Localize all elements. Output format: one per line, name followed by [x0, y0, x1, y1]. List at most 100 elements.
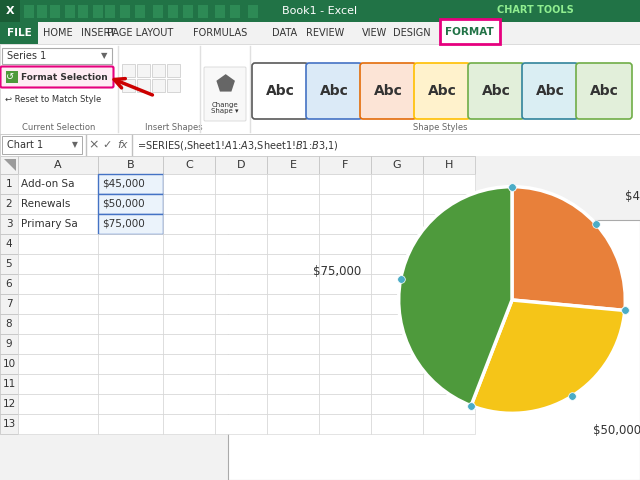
Bar [163, 414, 215, 434]
Text: A: A [54, 160, 62, 170]
Bar [267, 294, 319, 314]
FancyBboxPatch shape [204, 67, 246, 121]
Bar [371, 194, 423, 214]
Text: ↺: ↺ [6, 72, 14, 82]
Bar [215, 394, 267, 414]
Text: DATA: DATA [273, 28, 298, 38]
Bar [163, 374, 215, 394]
Bar [267, 394, 319, 414]
Bar [371, 156, 423, 174]
Text: ×: × [89, 139, 99, 152]
Text: PAGE LAYOUT: PAGE LAYOUT [107, 28, 173, 38]
Bar [319, 254, 371, 274]
Bar [163, 394, 215, 414]
Bar [0, 0, 20, 22]
Bar [0, 156, 18, 174]
Bar [122, 79, 135, 92]
Text: 6: 6 [6, 279, 12, 289]
Text: FORMAT: FORMAT [445, 27, 493, 37]
Text: ⬟: ⬟ [215, 75, 235, 95]
Bar [248, 5, 258, 18]
Text: Insert Shapes: Insert Shapes [145, 123, 203, 132]
Bar [371, 234, 423, 254]
Bar [0, 274, 18, 294]
Text: 13: 13 [3, 419, 15, 429]
Bar [98, 314, 163, 334]
Bar [0, 354, 18, 374]
Text: Abc: Abc [374, 84, 403, 98]
Bar [228, 220, 640, 480]
Bar [0, 194, 18, 214]
Bar [0, 414, 18, 434]
Bar [163, 334, 215, 354]
Text: 10: 10 [3, 359, 15, 369]
FancyBboxPatch shape [306, 63, 362, 119]
FancyBboxPatch shape [252, 63, 308, 119]
Bar [0, 214, 18, 234]
Text: Primary Sa: Primary Sa [21, 219, 77, 229]
Text: X: X [6, 6, 14, 16]
Bar [215, 194, 267, 214]
Bar [215, 274, 267, 294]
Bar [319, 194, 371, 214]
Text: 8: 8 [6, 319, 12, 329]
Bar [215, 174, 267, 194]
Bar [0, 234, 18, 254]
Bar [267, 174, 319, 194]
Text: 5: 5 [6, 259, 12, 269]
Bar [2, 136, 82, 154]
Bar [319, 156, 371, 174]
Bar [267, 156, 319, 174]
Bar [423, 414, 475, 434]
Bar [18, 214, 98, 234]
Bar [319, 234, 371, 254]
Bar [423, 234, 475, 254]
Text: C: C [185, 160, 193, 170]
Bar [98, 234, 163, 254]
Bar [0, 156, 640, 174]
Bar [319, 374, 371, 394]
Text: 11: 11 [3, 379, 15, 389]
Text: D: D [237, 160, 245, 170]
Text: ▼: ▼ [72, 141, 78, 149]
Text: Change
Shape ▾: Change Shape ▾ [211, 101, 239, 115]
Text: Abc: Abc [589, 84, 618, 98]
Text: Abc: Abc [536, 84, 564, 98]
Bar [18, 414, 98, 434]
Text: E: E [289, 160, 296, 170]
Bar [215, 374, 267, 394]
Bar [98, 414, 163, 434]
Bar [215, 254, 267, 274]
Bar [163, 234, 215, 254]
Bar [423, 374, 475, 394]
Bar [423, 394, 475, 414]
Text: Add-on Sa: Add-on Sa [21, 179, 74, 189]
Text: Format Selection: Format Selection [21, 72, 108, 82]
Bar [0, 394, 18, 414]
Bar [37, 5, 47, 18]
Bar [215, 294, 267, 314]
Bar [24, 5, 34, 18]
Bar [0, 44, 640, 134]
Bar [163, 314, 215, 334]
Bar [215, 354, 267, 374]
Text: fx: fx [116, 140, 127, 150]
Text: Abc: Abc [266, 84, 294, 98]
Bar [371, 314, 423, 334]
Bar [423, 314, 475, 334]
Bar [105, 5, 115, 18]
Text: ▼: ▼ [100, 51, 108, 60]
Polygon shape [4, 159, 16, 171]
Bar [0, 254, 18, 274]
Bar [98, 194, 163, 214]
Bar [215, 156, 267, 174]
Bar [423, 294, 475, 314]
Text: Chart 1: Chart 1 [7, 140, 43, 150]
Bar [371, 174, 423, 194]
Bar [319, 174, 371, 194]
Bar [163, 194, 215, 214]
Bar [152, 64, 165, 77]
Bar [135, 5, 145, 18]
Bar [371, 394, 423, 414]
Wedge shape [512, 187, 625, 311]
